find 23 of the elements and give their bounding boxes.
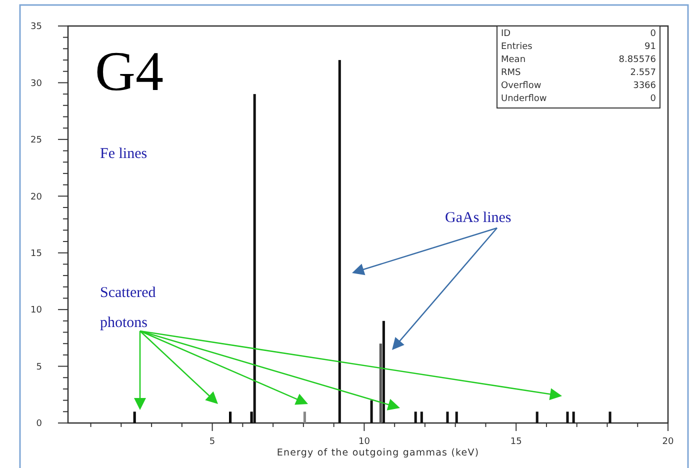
x-tick-label: 15 (510, 437, 522, 448)
text: Underflow 0 (501, 94, 656, 104)
x-axis-title: Energy of the outgoing gammas (keV) (276, 447, 480, 458)
annotation: Fe lines (100, 146, 148, 162)
y-tick-label: 5 (36, 362, 42, 372)
y-tick-label: 35 (30, 22, 42, 32)
x-tick-label: 10 (358, 437, 370, 448)
annotation: GaAs lines (445, 210, 512, 226)
y-tick-label: 10 (30, 306, 42, 316)
x-tick-label: 20 (662, 437, 674, 448)
y-tick-label: 30 (30, 78, 42, 89)
y-tick-label: 25 (30, 136, 42, 146)
text: RMS 2.557 (501, 68, 656, 78)
text: ID 0 (501, 28, 656, 39)
text: Entries 91 (501, 42, 656, 52)
y-tick-label: 20 (30, 192, 42, 202)
annotation: G4 (95, 41, 164, 103)
text: Overflow 3366 (501, 80, 656, 91)
y-tick-label: 0 (36, 419, 42, 430)
annotation: Scattered photons (100, 285, 156, 331)
y-tick-label: 15 (30, 249, 42, 260)
text: Mean 8.85576 (501, 54, 656, 65)
x-tick-label: 5 (209, 437, 216, 448)
